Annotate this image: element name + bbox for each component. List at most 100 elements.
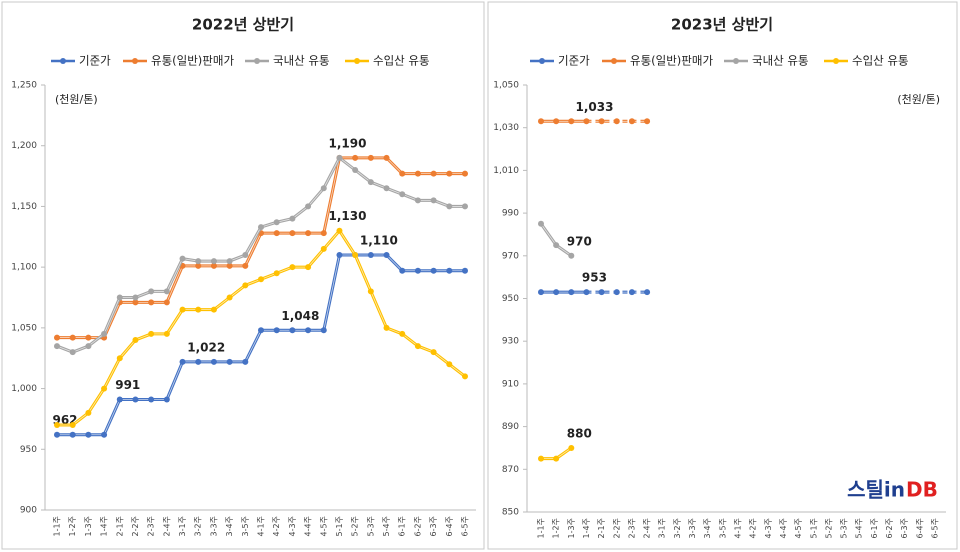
point	[628, 118, 635, 125]
point	[598, 118, 605, 125]
x-tick-label: 3-3주	[688, 518, 697, 538]
point	[273, 327, 280, 334]
legend-marker	[833, 58, 839, 64]
point	[446, 203, 453, 210]
point	[54, 422, 60, 428]
x-tick-label: 6-1주	[870, 518, 879, 538]
point	[210, 358, 217, 365]
point	[289, 230, 296, 237]
point	[148, 299, 155, 306]
point	[367, 179, 374, 186]
x-tick-label: 4-3주	[288, 516, 297, 536]
x-tick-label: 1-1주	[53, 516, 62, 536]
x-tick-label: 4-2주	[749, 518, 758, 538]
legend-label: 국내산 유통	[273, 54, 330, 68]
point	[414, 267, 421, 274]
point	[163, 299, 170, 306]
point	[367, 252, 374, 258]
x-tick-label: 3-4주	[225, 516, 234, 536]
point	[538, 118, 544, 125]
point	[69, 431, 76, 438]
point	[226, 262, 233, 269]
x-tick-label: 4-1주	[257, 516, 266, 536]
legend-label: 기준가	[558, 54, 590, 68]
point	[116, 396, 123, 403]
point	[54, 431, 60, 438]
x-tick-label: 5-3주	[366, 516, 375, 536]
point	[367, 154, 374, 161]
point	[195, 306, 202, 313]
point	[195, 358, 202, 365]
x-tick-label: 1-2주	[68, 516, 77, 536]
point	[320, 327, 327, 334]
point	[430, 267, 437, 274]
point	[210, 262, 217, 269]
point	[414, 197, 421, 204]
point	[242, 358, 249, 365]
x-tick-label: 6-4주	[915, 518, 924, 538]
x-tick-label: 6-1주	[398, 516, 407, 536]
point	[242, 252, 249, 258]
x-tick-label: 6-3주	[429, 516, 438, 536]
y-tick-label: 1,030	[493, 123, 519, 133]
x-tick-label: 6-2주	[885, 518, 894, 538]
point	[163, 330, 170, 337]
x-tick-label: 2-4주	[643, 518, 652, 538]
logo-accent: DB	[906, 478, 938, 502]
point	[101, 385, 108, 392]
y-tick-label: 900	[20, 506, 37, 516]
y-tick-label: 950	[20, 445, 37, 455]
x-tick-label: 1-4주	[100, 516, 109, 536]
x-tick-label: 2-3주	[147, 516, 156, 536]
point	[383, 252, 390, 258]
data-label: 1,033	[575, 100, 613, 114]
x-tick-label: 6-2주	[413, 516, 422, 536]
point	[538, 289, 544, 296]
unit-label: (천원/톤)	[897, 92, 940, 106]
point	[305, 327, 312, 334]
x-tick-label: 4-3주	[764, 518, 773, 538]
point	[553, 455, 560, 462]
point	[568, 444, 575, 451]
point	[430, 349, 437, 356]
point	[414, 343, 421, 350]
x-tick-label: 4-4주	[779, 518, 788, 538]
x-tick-label: 5-1주	[809, 518, 818, 538]
chart-title: 2023년 상반기	[671, 16, 773, 34]
point	[242, 282, 249, 289]
x-tick-label: 2-2주	[612, 518, 621, 538]
point	[69, 422, 76, 428]
x-tick-label: 1-3주	[84, 516, 93, 536]
point	[163, 288, 170, 295]
y-tick-label: 870	[502, 465, 519, 475]
legend-marker	[60, 58, 66, 64]
y-tick-label: 970	[502, 251, 519, 261]
point	[195, 258, 202, 265]
x-tick-label: 1-1주	[537, 518, 546, 538]
panel	[1, 1, 485, 550]
point	[210, 306, 217, 313]
y-tick-label: 1,200	[11, 141, 37, 151]
point	[352, 154, 359, 161]
point	[383, 324, 390, 331]
x-tick-label: 3-5주	[241, 516, 250, 536]
point	[273, 230, 280, 237]
x-tick-label: 4-1주	[734, 518, 743, 538]
point	[446, 361, 453, 368]
x-tick-label: 2-1주	[115, 516, 124, 536]
data-label: 953	[582, 271, 607, 285]
point	[538, 455, 544, 462]
logo: 스틸in	[847, 478, 905, 502]
legend-label: 수입산 유통	[852, 54, 909, 68]
x-tick-label: 5-4주	[382, 516, 391, 536]
y-tick-label: 1,000	[11, 384, 37, 394]
point	[179, 358, 186, 365]
point	[414, 170, 421, 177]
point	[210, 258, 217, 265]
legend-label: 유통(일반)판매가	[630, 54, 713, 68]
point	[352, 252, 359, 258]
point	[336, 252, 343, 258]
point	[163, 396, 170, 403]
point	[101, 431, 108, 438]
